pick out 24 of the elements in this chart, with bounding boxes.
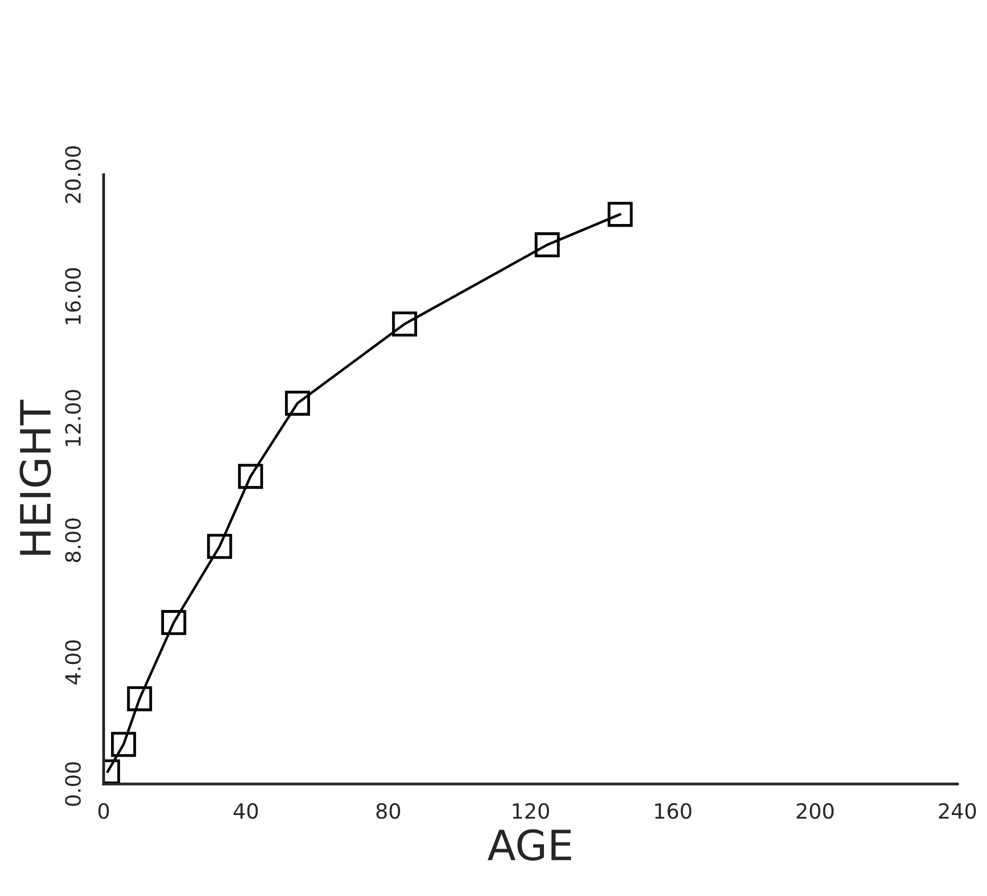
y-tick-label: 8.00 xyxy=(65,518,81,562)
x-tick-label: 40 xyxy=(234,803,258,819)
x-tick-label: 0 xyxy=(98,803,109,819)
point xyxy=(608,202,633,227)
y-tick-label: 16.00 xyxy=(65,268,81,324)
x-tick-label: 160 xyxy=(655,803,692,819)
y-tick-label: 4.00 xyxy=(65,640,81,684)
point xyxy=(207,534,232,559)
y-tick-label: 12.00 xyxy=(65,390,81,446)
point xyxy=(127,686,152,712)
point xyxy=(392,311,418,336)
y-axis-title: HEIGHT xyxy=(20,400,52,555)
point xyxy=(111,732,136,757)
x-tick-label: 200 xyxy=(796,803,834,819)
point xyxy=(534,232,560,258)
x-tick-label: 240 xyxy=(939,803,976,819)
x-tick-label: 80 xyxy=(376,803,400,819)
point xyxy=(238,464,264,489)
x-tick-label: 120 xyxy=(512,803,550,819)
point xyxy=(285,390,310,416)
y-tick-label: 0.00 xyxy=(65,762,81,806)
point xyxy=(161,610,186,636)
y-tick-label: 20.00 xyxy=(65,146,81,204)
x-axis-title: AGE xyxy=(488,829,572,861)
